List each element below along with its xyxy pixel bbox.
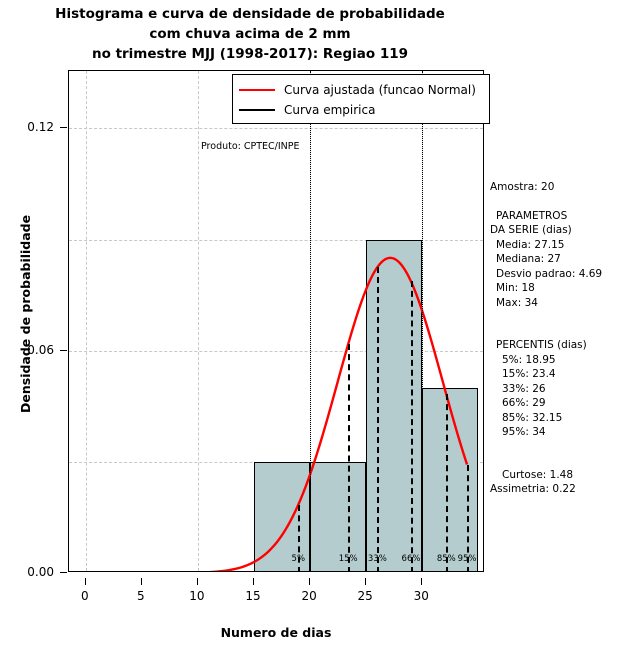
bin-edge-line	[422, 71, 424, 571]
percentile-marker-label: 95%	[457, 554, 477, 564]
y-axis-tick-label: 0.12	[27, 120, 54, 135]
stat-amostra: Amostra: 20	[490, 181, 555, 193]
percentile-marker-line	[467, 464, 470, 571]
density-curves	[208, 256, 469, 571]
x-axis-tick	[253, 578, 254, 585]
spacer	[490, 195, 640, 209]
plot-area: 5% 15% 33% 66% 85% 95%	[68, 70, 484, 572]
x-axis-tick-label: 5	[137, 589, 145, 603]
x-axis-tick-label: 0	[80, 589, 89, 603]
stat-percentis-header: PERCENTIS (dias)	[496, 339, 587, 351]
produto-annotation: Produto: CPTEC/INPE	[201, 141, 300, 152]
y-axis-tick-label: 0.00	[27, 565, 54, 579]
legend-line-icon-empirical	[239, 109, 275, 111]
legend-line-icon-fitted	[239, 89, 275, 91]
page-title: Histograma e curva de densidade de proba…	[0, 4, 500, 64]
stat-percentil-5: 5%: 18.95	[502, 353, 556, 366]
legend-label-fitted: Curva ajustada (funcao Normal)	[284, 83, 476, 97]
stat-parametros-header-1: PARAMETROS	[496, 209, 568, 222]
y-axis-tick	[60, 349, 67, 351]
percentile-marker-line	[298, 504, 301, 571]
percentile-marker-line	[348, 344, 351, 571]
histogram-bar	[310, 461, 367, 571]
x-axis-tick	[140, 578, 142, 585]
gridline-horizontal	[69, 239, 483, 241]
stat-media: Media: 27.15	[496, 238, 565, 251]
gridline-vertical	[197, 71, 199, 571]
stat-curtose: Curtose: 1.48	[502, 468, 574, 481]
percentile-marker-line	[446, 394, 449, 571]
spacer	[490, 324, 640, 338]
stat-max: Max: 34	[496, 296, 538, 309]
legend-item-empirical: Curva empirica	[239, 100, 483, 120]
x-axis-tick	[365, 578, 367, 585]
stat-min: Min: 18	[496, 282, 535, 294]
percentile-marker-line	[377, 267, 380, 571]
bin-edge-line	[310, 71, 312, 571]
stat-percentil-33: 33%: 26	[502, 382, 546, 395]
x-axis-tick	[196, 578, 198, 585]
legend-label-empirical: Curva empirica	[284, 103, 376, 117]
x-axis-tick-label: 25	[357, 589, 373, 603]
fitted-normal-curve	[208, 256, 469, 571]
gridline-vertical	[85, 71, 87, 571]
x-axis-tick-label: 10	[189, 589, 205, 603]
x-axis-tick-label: 30	[413, 589, 429, 603]
title-line-2: com chuva acima de 2 mm	[149, 26, 351, 42]
stat-percentil-95: 95%: 34	[502, 426, 546, 438]
stat-parametros-header-2: DA SERIE (dias)	[490, 224, 572, 236]
percentile-marker-label: 66%	[401, 554, 421, 564]
y-axis-tick	[60, 572, 67, 573]
spacer	[490, 310, 640, 324]
x-axis-tick	[309, 578, 311, 585]
plot-canvas: 5% 15% 33% 66% 85% 95%	[69, 71, 483, 571]
stat-assimetria: Assimetria: 0.22	[490, 483, 576, 495]
y-axis-tick-label: 0.06	[27, 342, 54, 357]
title-line-3: no trimestre MJJ (1998-2017): Regiao 119	[91, 46, 409, 62]
percentile-marker-label: 33%	[367, 554, 387, 564]
y-axis-tick	[60, 127, 67, 129]
legend-item-fitted: Curva ajustada (funcao Normal)	[239, 80, 483, 100]
stat-percentil-66: 66%: 29	[502, 397, 546, 409]
stat-percentil-85: 85%: 32.15	[502, 411, 563, 424]
x-axis-title: Numero de dias	[220, 625, 332, 640]
stat-desvio-padrao: Desvio padrao: 4.69	[496, 267, 603, 280]
gridline-horizontal	[69, 128, 483, 130]
title-line-1: Histograma e curva de densidade de proba…	[55, 6, 445, 22]
stat-percentil-15: 15%: 23.4	[502, 368, 556, 380]
stat-mediana: Mediana: 27	[496, 253, 561, 265]
spacer	[490, 440, 640, 454]
x-axis-tick-label: 15	[245, 589, 261, 603]
percentile-marker-label: 15%	[338, 554, 358, 564]
legend: Curva ajustada (funcao Normal) Curva emp…	[232, 74, 490, 124]
x-axis-tick	[84, 578, 86, 585]
spacer	[490, 454, 640, 468]
x-axis-tick-label: 20	[301, 589, 317, 603]
percentile-marker-label: 85%	[436, 554, 456, 564]
statistics-panel: Amostra: 20 PARAMETROS DA SERIE (dias) M…	[490, 180, 640, 497]
gridline-horizontal	[69, 350, 483, 352]
x-axis-tick	[421, 578, 423, 585]
percentile-marker-label: 5%	[291, 554, 306, 564]
histogram-bar	[254, 461, 311, 571]
percentile-marker-line	[410, 281, 413, 571]
y-axis-title: Densidade de probabilidade	[18, 214, 33, 413]
